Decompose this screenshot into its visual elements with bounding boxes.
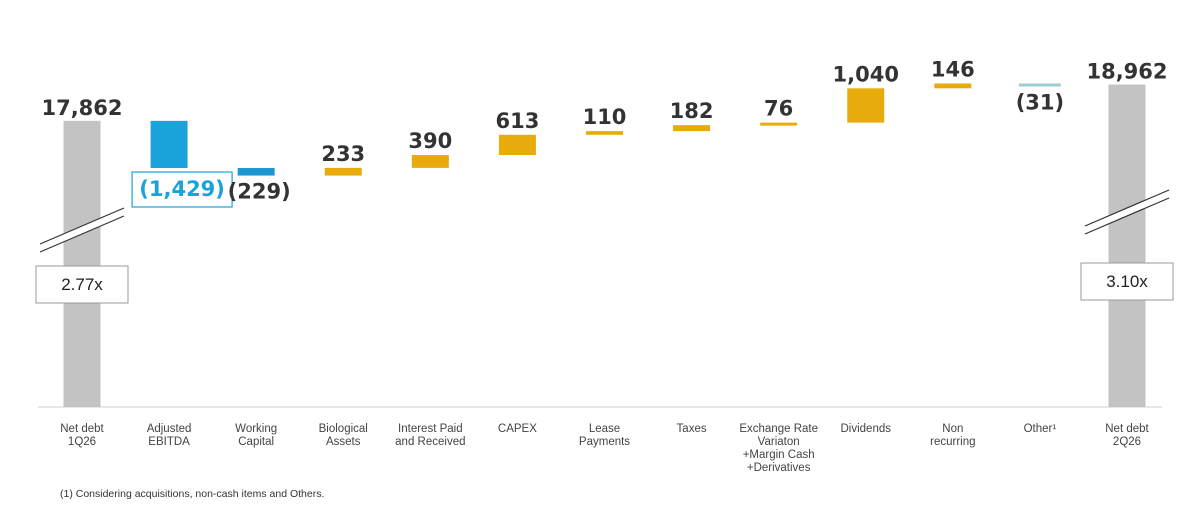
category-label-line: +Margin Cash	[743, 449, 815, 461]
category-label-0: Net debt 1Q26	[60, 423, 104, 448]
category-label-7: Taxes	[677, 423, 707, 435]
category-label-line: +Derivatives	[747, 462, 811, 474]
category-label-line: Taxes	[677, 423, 707, 435]
category-label-line: Lease	[589, 423, 620, 435]
step-bar-4	[411, 155, 449, 168]
end-total-bar	[1108, 84, 1146, 407]
start-axis-break	[40, 208, 124, 252]
step-bar-11	[1018, 83, 1061, 87]
category-label-9: Dividends	[841, 423, 892, 435]
category-label-line: Working	[235, 423, 277, 435]
start-value-label: 17,862	[41, 96, 122, 120]
start-leverage-box	[35, 265, 129, 304]
step-bar-3	[324, 167, 362, 176]
category-label-line: 2Q26	[1113, 436, 1141, 448]
category-label-line: Exchange Rate	[739, 423, 818, 435]
category-label-line: Capital	[238, 436, 274, 448]
footnote: (1) Considering acquisitions, non-cash i…	[60, 488, 324, 500]
category-label-line: Net debt	[1105, 423, 1149, 435]
category-label-line: Other¹	[1024, 423, 1057, 435]
start-leverage-label: 2.77x	[61, 275, 103, 294]
end-axis-break-line-1	[1084, 189, 1170, 227]
end-leverage-label: 3.10x	[1106, 272, 1148, 291]
category-label-1: Adjusted EBITDA	[147, 423, 192, 448]
step-bar-1	[150, 120, 188, 169]
step-value-label-9: 1,040	[833, 62, 899, 86]
labels-group: 17,862 2.77x 18,962 3.10x (1,429) (229) 233 390…	[41, 57, 1167, 474]
category-label-line: Net debt	[60, 423, 104, 435]
step-highlight-box-1	[131, 171, 233, 208]
step-bar-2	[237, 168, 275, 176]
category-label-5: CAPEX	[498, 423, 537, 435]
step-value-label-7: 182	[670, 99, 714, 123]
category-label-11: Other¹	[1024, 423, 1057, 435]
category-label-line: and Received	[395, 436, 465, 448]
end-value-label: 18,962	[1086, 60, 1167, 84]
category-label-line: Variaton	[758, 436, 800, 448]
step-value-label-3: 233	[321, 142, 365, 166]
category-label-line: recurring	[930, 436, 975, 448]
start-axis-break-line-2	[39, 215, 125, 253]
category-label-line: Payments	[579, 436, 630, 448]
step-value-label-6: 110	[583, 105, 627, 129]
category-label-line: EBITDA	[148, 436, 190, 448]
end-leverage-box	[1080, 262, 1174, 301]
step-value-label-2: (229)	[228, 180, 291, 204]
category-label-line: Assets	[326, 436, 361, 448]
step-value-label-5: 613	[495, 109, 539, 133]
category-label-10: Non recurring	[930, 423, 975, 448]
step-bar-6	[586, 131, 623, 135]
start-total-bar	[63, 120, 101, 407]
step-value-label-1: (1,429)	[139, 177, 225, 201]
category-label-line: Dividends	[841, 423, 892, 435]
step-value-label-11: (31)	[1016, 90, 1064, 114]
end-axis-break	[1085, 190, 1169, 234]
step-value-label-10: 146	[931, 57, 975, 81]
end-axis-break-line-2	[1084, 197, 1170, 235]
category-label-line: CAPEX	[498, 423, 537, 435]
step-bar-7	[673, 125, 711, 132]
category-label-8: Exchange Rate Variaton +Margin Cash +Deriva…	[739, 423, 818, 474]
step-bar-10	[934, 83, 972, 89]
start-axis-break-line-1	[39, 207, 125, 245]
category-label-line: Biological	[319, 423, 368, 435]
category-label-6: Lease Payments	[579, 423, 630, 448]
category-label-line: Interest Paid	[398, 423, 463, 435]
step-value-label-8: 76	[764, 97, 793, 121]
step-value-label-4: 390	[408, 129, 452, 153]
category-label-line: Adjusted	[147, 423, 192, 435]
category-label-2: Working Capital	[235, 423, 277, 448]
step-bar-9	[847, 88, 885, 123]
step-bar-8	[760, 122, 798, 126]
category-label-3: Biological Assets	[319, 423, 368, 448]
bars-group	[35, 83, 1174, 407]
category-label-4: Interest Paid and Received	[395, 423, 465, 448]
step-bar-5	[498, 134, 536, 156]
category-label-12: Net debt 2Q26	[1105, 423, 1149, 448]
category-label-line: 1Q26	[68, 436, 96, 448]
category-label-line: Non	[942, 423, 963, 435]
